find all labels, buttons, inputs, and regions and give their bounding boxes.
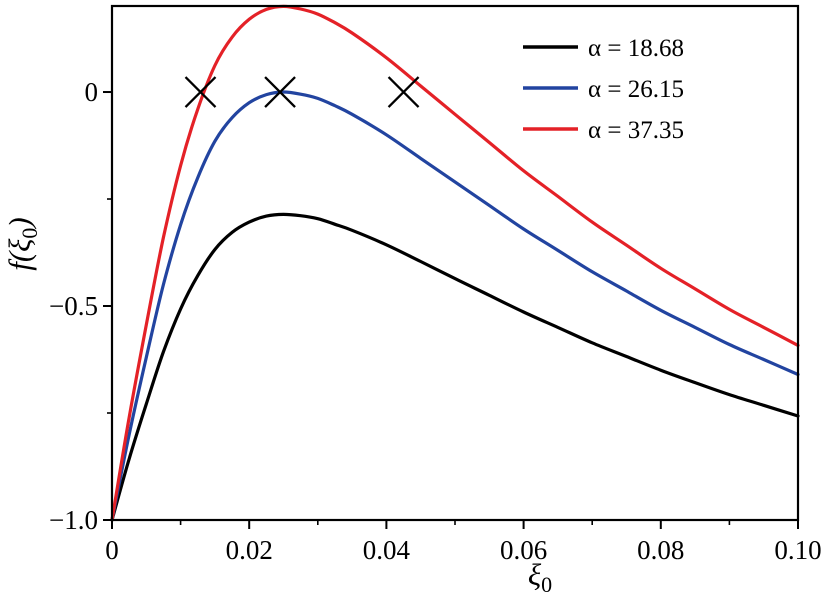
x-axis: 0 0.02 0.04 0.06 0.08 0.10: [105, 520, 822, 565]
x-axis-title: ξ0: [528, 557, 552, 596]
legend-label-0: α = 18.68: [588, 35, 684, 62]
y-tick-label: 0: [85, 77, 99, 107]
x-tick-label: 0.10: [774, 535, 821, 565]
y-axis: 0 −0.5 −1.0: [49, 77, 112, 535]
series-line-1: [110, 90, 800, 522]
x-tick-label: 0.04: [363, 535, 411, 565]
series-line-0: [110, 212, 800, 522]
zero-crossing-markers: [184, 76, 420, 108]
x-marker-stroke: [264, 76, 296, 108]
y-tick-label: −1.0: [49, 505, 98, 535]
y-tick-label: −0.5: [49, 291, 98, 321]
series-line-2: [110, 4, 800, 522]
x-tick-label: 0.02: [226, 535, 273, 565]
x-tick-label: 0: [105, 535, 119, 565]
legend-label-2: α = 37.35: [588, 117, 684, 144]
plot-frame: [110, 4, 800, 522]
legend: α = 18.68 α = 26.15 α = 37.35: [523, 35, 684, 144]
x-marker-stroke: [387, 76, 420, 108]
x-tick-label: 0.08: [637, 535, 684, 565]
x-marker-stroke: [184, 76, 217, 108]
y-axis-title: f(ξ0): [2, 217, 42, 271]
series-lines: [110, 4, 800, 522]
legend-label-1: α = 26.15: [588, 76, 684, 103]
x-tick-label: 0.06: [500, 535, 547, 565]
